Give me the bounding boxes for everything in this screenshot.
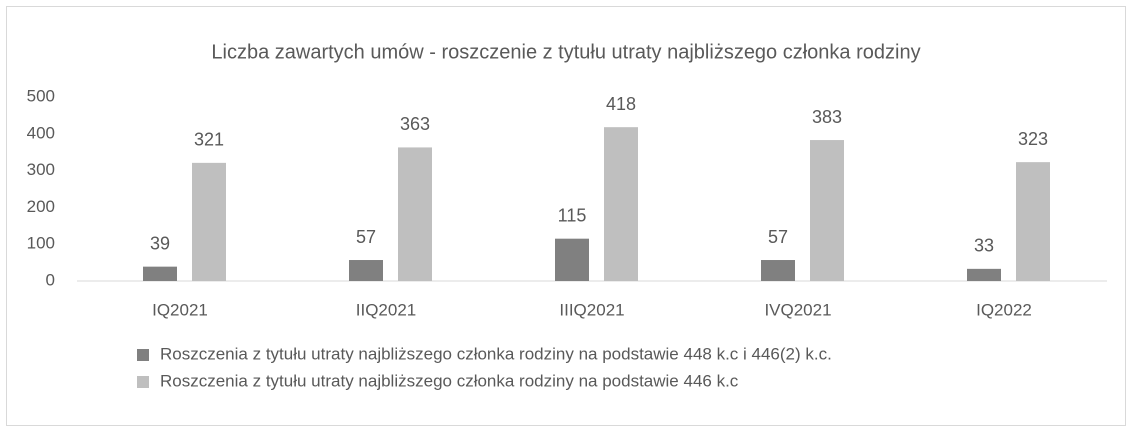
bar xyxy=(1016,162,1050,281)
x-tick-label: IVQ2021 xyxy=(764,300,831,319)
bar xyxy=(192,162,226,281)
data-label: 418 xyxy=(606,94,636,114)
chart-title: Liczba zawartych umów - roszczenie z tyt… xyxy=(211,41,920,63)
x-tick-label: IQ2022 xyxy=(976,300,1032,319)
data-label: 39 xyxy=(150,233,170,253)
data-label: 363 xyxy=(400,114,430,134)
legend-label: Roszczenia z tytułu utraty najbliższego … xyxy=(160,371,739,390)
x-tick-label: IIIQ2021 xyxy=(559,300,624,319)
bar xyxy=(810,140,844,281)
y-tick-label: 300 xyxy=(27,160,55,179)
data-label: 115 xyxy=(558,205,587,225)
x-tick-label: IQ2021 xyxy=(152,300,208,319)
bar xyxy=(398,147,432,281)
bar xyxy=(349,260,383,281)
data-label: 57 xyxy=(768,227,788,247)
data-label: 57 xyxy=(356,227,376,247)
bar xyxy=(143,266,177,281)
data-label: 323 xyxy=(1018,129,1048,149)
bar xyxy=(967,268,1001,281)
y-tick-label: 200 xyxy=(27,197,55,216)
legend-swatch xyxy=(137,376,149,388)
bar xyxy=(555,238,589,281)
data-label: 321 xyxy=(194,130,224,150)
y-tick-label: 100 xyxy=(27,234,55,253)
y-tick-label: 500 xyxy=(27,86,55,105)
y-tick-label: 400 xyxy=(27,123,55,142)
bar xyxy=(761,260,795,281)
legend-label: Roszczenia z tytułu utraty najbliższego … xyxy=(160,344,832,363)
y-tick-label: 0 xyxy=(46,270,55,289)
legend-swatch xyxy=(137,349,149,361)
bar xyxy=(604,127,638,282)
data-label: 383 xyxy=(812,107,842,127)
data-label: 33 xyxy=(974,236,994,256)
x-tick-label: IIQ2021 xyxy=(356,300,417,319)
